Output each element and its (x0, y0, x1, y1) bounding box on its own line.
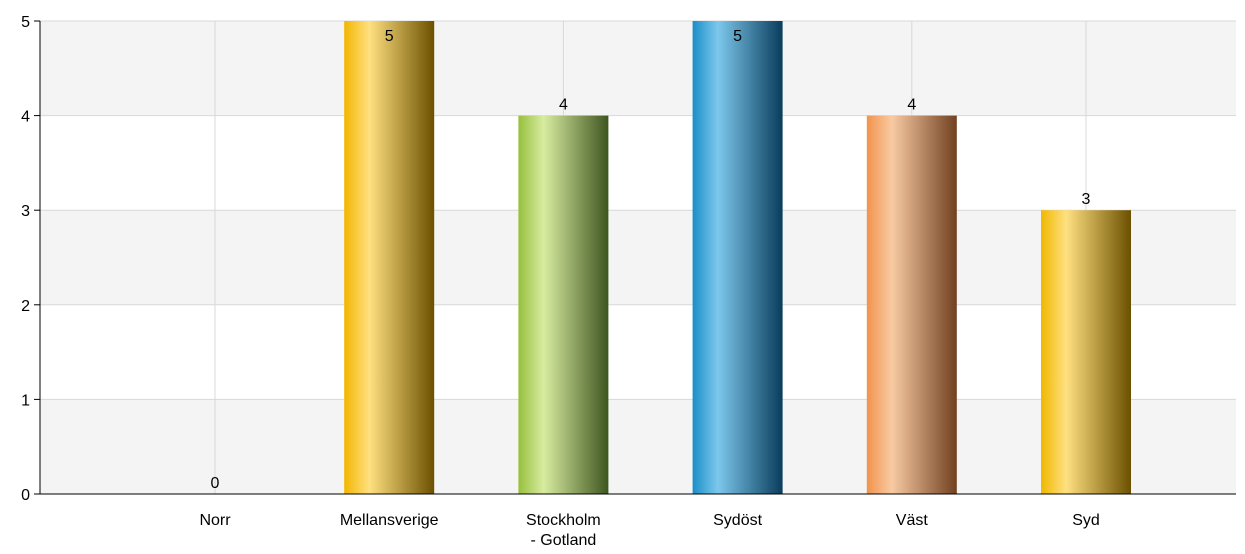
x-category-label: Mellansverige (340, 512, 439, 529)
y-tick-label: 4 (21, 109, 30, 126)
data-label: 5 (385, 28, 394, 45)
data-label: 4 (559, 97, 568, 114)
x-category-label: Syd (1072, 512, 1100, 529)
y-tick-label: 5 (21, 14, 30, 31)
data-label: 0 (211, 475, 220, 492)
bar[interactable] (344, 21, 435, 494)
data-label: 5 (733, 28, 742, 45)
bars (344, 21, 1131, 494)
x-category-label: Sydöst (713, 512, 762, 529)
y-axis-ticks: 0 1 2 3 4 5 (21, 14, 40, 504)
data-label: 3 (1082, 191, 1091, 208)
horizontal-gridlines (40, 20, 1236, 400)
y-tick-label: 0 (21, 487, 30, 504)
y-tick-label: 1 (21, 392, 30, 409)
x-category-label: Väst (896, 512, 929, 529)
axes (39, 21, 1236, 495)
data-label: 4 (907, 97, 916, 114)
bar[interactable] (866, 115, 957, 494)
x-category-label: Stockholm - Gotland (526, 512, 601, 549)
background-bands (40, 21, 1236, 494)
background-band (40, 210, 1236, 305)
bar[interactable] (692, 21, 783, 494)
y-tick-label: 3 (21, 203, 30, 220)
background-band (40, 399, 1236, 494)
x-category-label: Norr (199, 512, 231, 529)
data-labels: 0 5 4 5 4 3 (211, 28, 1091, 492)
bar[interactable] (518, 115, 609, 494)
x-axis-labels: Norr Mellansverige Stockholm - Gotland Sydös… (199, 512, 1099, 549)
bar[interactable] (1041, 210, 1131, 494)
y-tick-label: 2 (21, 298, 30, 315)
background-band (40, 21, 1236, 116)
